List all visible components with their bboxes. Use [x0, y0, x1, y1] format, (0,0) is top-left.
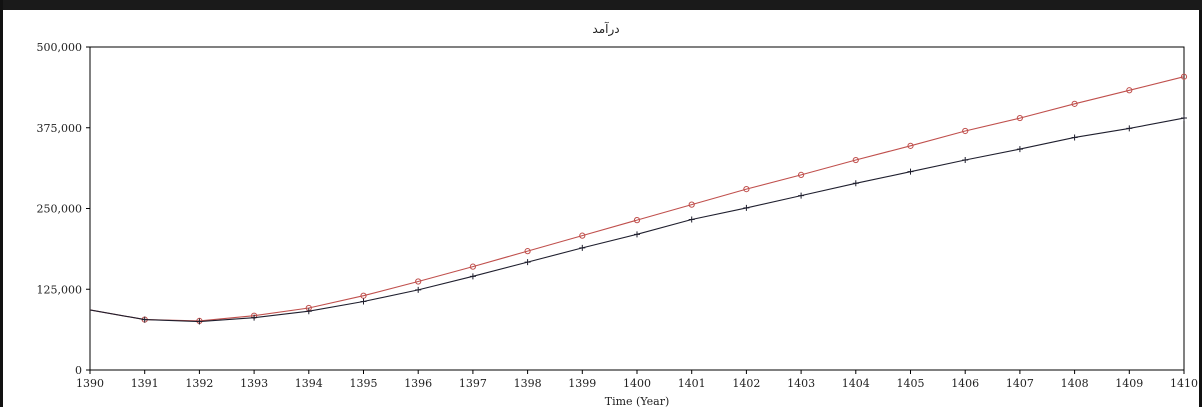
- series-1-point: [962, 127, 969, 135]
- series-2-point: [1016, 146, 1023, 153]
- x-tick-label: 1401: [678, 377, 706, 390]
- series-2-point: [962, 157, 969, 164]
- plot-area: [89, 46, 1185, 371]
- x-axis-title: Time (Year): [605, 395, 670, 407]
- series-1-point: [1016, 114, 1024, 122]
- series-2-point: [634, 231, 640, 238]
- series-2-point: [579, 244, 586, 251]
- series-2-point: [852, 180, 859, 187]
- x-tick-label: 1400: [623, 377, 651, 390]
- series-2-point: [196, 318, 203, 325]
- chart-title: درآمد: [592, 21, 619, 37]
- series-1-point: [1126, 87, 1133, 94]
- x-tick-label: 1392: [185, 377, 213, 390]
- x-tick-label: 1399: [568, 377, 596, 390]
- series-1-point: [1071, 100, 1078, 107]
- series-1-point: [688, 201, 695, 208]
- series-1-point: [633, 217, 641, 224]
- series-1-point: [1180, 73, 1188, 80]
- x-tick-label: 1394: [295, 377, 323, 390]
- series-1-point: [579, 232, 586, 239]
- series-2-point: [743, 204, 750, 211]
- series-line-1: [89, 76, 1185, 322]
- x-tick-label: 1407: [1006, 377, 1034, 390]
- y-tick-label: 125,000: [37, 283, 83, 296]
- x-tick-label: 1391: [131, 377, 159, 390]
- x-tick-label: 1404: [842, 377, 870, 390]
- x-tick-label: 1406: [951, 377, 979, 390]
- series-2-point: [360, 298, 367, 305]
- x-tick-label: 1390: [76, 377, 104, 390]
- x-tick-label: 1403: [787, 377, 815, 390]
- x-tick-label: 1402: [732, 377, 760, 390]
- x-tick-label: 1408: [1061, 377, 1089, 390]
- x-tick-label: 1398: [514, 377, 542, 390]
- series-2-point: [141, 316, 148, 323]
- series-1-point: [524, 248, 531, 255]
- y-tick-label: 375,000: [37, 122, 83, 135]
- series-1-point: [743, 186, 750, 193]
- x-axis: 1390 1391 1392 1393 1394 1395 1396 1397 1398 1399…: [76, 370, 1198, 390]
- y-tick-label: 500,000: [37, 41, 83, 54]
- series-layer: [89, 73, 1188, 325]
- series-2-point: [798, 192, 805, 199]
- series-1-point: [415, 278, 422, 285]
- y-axis: 0 125,000 250,000 375,000 500,000: [37, 41, 90, 377]
- x-tick-label: 1395: [350, 377, 378, 390]
- x-tick-label: 1405: [897, 377, 925, 390]
- x-tick-label: 1397: [459, 377, 487, 390]
- series-2-point: [1181, 115, 1187, 122]
- y-tick-label: 250,000: [37, 203, 83, 216]
- series-2-point: [688, 216, 695, 223]
- series-2-point: [1071, 134, 1078, 141]
- series-1-point: [907, 142, 914, 149]
- series-1-point: [360, 292, 367, 299]
- series-2-point: [524, 259, 531, 266]
- series-2-point: [907, 168, 914, 175]
- series-2-point: [305, 308, 312, 315]
- x-tick-label: 1409: [1115, 377, 1143, 390]
- series-1-point: [798, 171, 805, 179]
- x-tick-label: 1410: [1170, 377, 1198, 390]
- series-2-point: [251, 314, 258, 321]
- series-1-point: [852, 156, 859, 164]
- x-tick-label: 1393: [240, 377, 268, 390]
- series-2-point: [469, 273, 476, 280]
- window-top-border: [3, 0, 1202, 10]
- series-2-point: [415, 286, 422, 293]
- series-1-point: [469, 263, 476, 270]
- x-tick-label: 1396: [404, 377, 432, 390]
- series-2-point: [1126, 125, 1133, 132]
- y-tick-label: 0: [75, 364, 82, 377]
